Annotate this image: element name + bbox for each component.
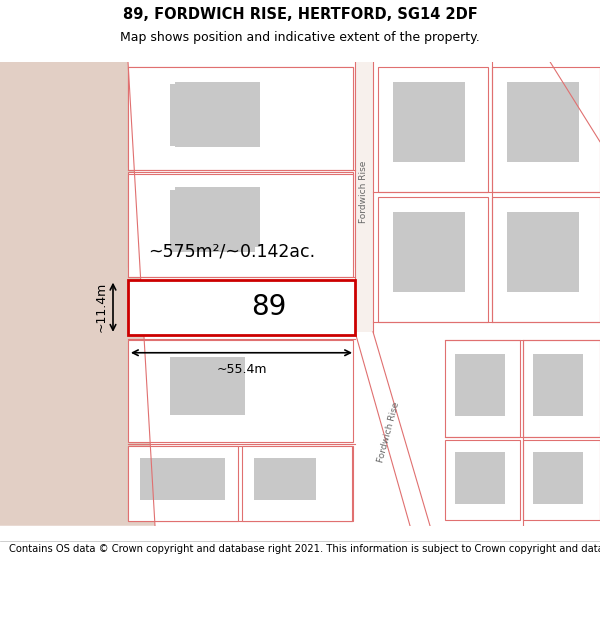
Text: 89, FORDWICH RISE, HERTFORD, SG14 2DF: 89, FORDWICH RISE, HERTFORD, SG14 2DF: [122, 6, 478, 21]
Bar: [378, 67, 488, 192]
Bar: [128, 446, 353, 521]
Bar: [455, 354, 505, 416]
Bar: [128, 340, 353, 442]
Text: Contains OS data © Crown copyright and database right 2021. This information is : Contains OS data © Crown copyright and d…: [9, 544, 600, 554]
Text: Fordwich Rise: Fordwich Rise: [377, 401, 401, 463]
Polygon shape: [0, 62, 155, 526]
Bar: [128, 174, 353, 277]
Bar: [128, 172, 353, 267]
Bar: [507, 82, 579, 162]
Bar: [254, 458, 316, 500]
Bar: [523, 440, 600, 520]
Bar: [393, 212, 465, 292]
Text: Fordwich Rise: Fordwich Rise: [359, 161, 368, 223]
Bar: [128, 67, 353, 167]
Polygon shape: [355, 62, 373, 332]
Bar: [393, 82, 465, 162]
Bar: [492, 67, 600, 192]
Text: Map shows position and indicative extent of the property.: Map shows position and indicative extent…: [120, 31, 480, 44]
Bar: [128, 446, 238, 521]
Bar: [523, 340, 600, 437]
Bar: [170, 84, 255, 146]
Bar: [533, 354, 583, 416]
Bar: [445, 440, 520, 520]
Bar: [507, 212, 579, 292]
Bar: [170, 458, 225, 500]
Bar: [128, 67, 353, 170]
Bar: [170, 357, 245, 415]
Bar: [378, 197, 488, 322]
Text: 89: 89: [251, 293, 286, 321]
Bar: [533, 452, 583, 504]
Bar: [128, 280, 355, 335]
Bar: [492, 197, 600, 322]
Text: ~575m²/~0.142ac.: ~575m²/~0.142ac.: [148, 242, 315, 261]
Bar: [175, 187, 260, 247]
Bar: [445, 340, 520, 437]
Bar: [170, 190, 255, 252]
Bar: [175, 82, 260, 147]
Text: ~55.4m: ~55.4m: [216, 362, 267, 376]
Text: ~11.4m: ~11.4m: [95, 282, 108, 332]
Bar: [140, 458, 202, 500]
Bar: [455, 452, 505, 504]
Bar: [242, 446, 352, 521]
